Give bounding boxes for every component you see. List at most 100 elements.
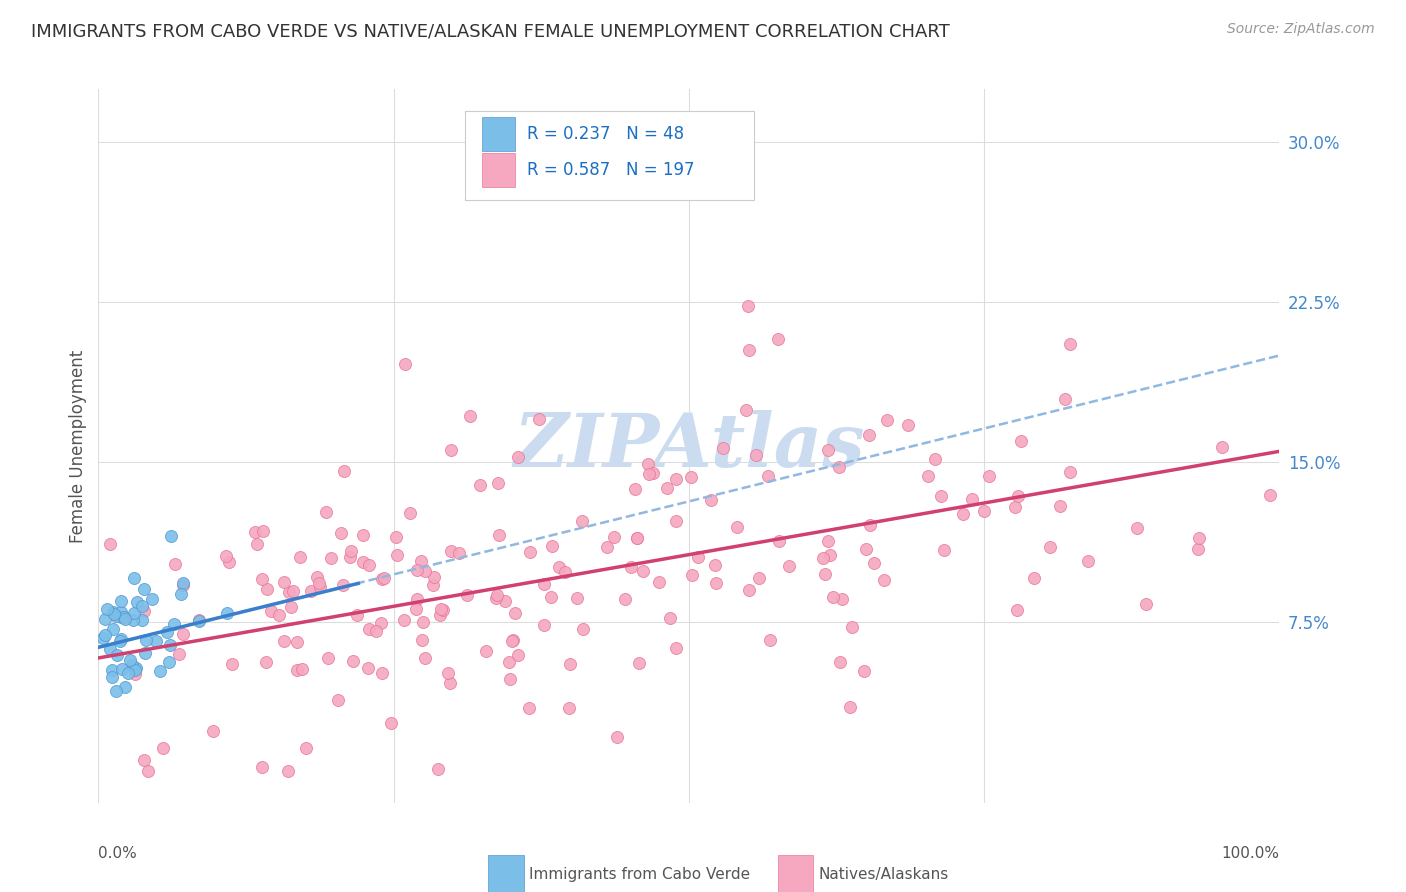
Point bbox=[1049, 499, 1071, 513]
Point bbox=[326, 692, 349, 706]
Point bbox=[817, 443, 839, 458]
Point bbox=[973, 504, 995, 518]
Point bbox=[118, 653, 141, 667]
Point bbox=[273, 575, 295, 590]
Point bbox=[623, 482, 645, 496]
Point bbox=[613, 591, 636, 606]
Point bbox=[156, 624, 179, 639]
Point bbox=[256, 582, 278, 596]
Point bbox=[277, 764, 299, 778]
Point bbox=[103, 607, 125, 621]
Text: IMMIGRANTS FROM CABO VERDE VS NATIVE/ALASKAN FEMALE UNEMPLOYMENT CORRELATION CHA: IMMIGRANTS FROM CABO VERDE VS NATIVE/ALA… bbox=[31, 22, 949, 40]
Point bbox=[686, 550, 709, 565]
Point bbox=[380, 716, 402, 731]
Point bbox=[606, 730, 628, 744]
Point bbox=[485, 591, 508, 605]
Point bbox=[1077, 554, 1099, 568]
Point bbox=[215, 549, 238, 563]
Point bbox=[432, 603, 454, 617]
Point bbox=[252, 524, 274, 538]
Point bbox=[540, 591, 562, 605]
Text: Natives/Alaskans: Natives/Alaskans bbox=[818, 867, 949, 881]
Point bbox=[628, 656, 651, 670]
Point bbox=[406, 592, 429, 607]
Point bbox=[665, 514, 688, 528]
Point bbox=[288, 550, 311, 565]
Point bbox=[872, 573, 894, 587]
Point bbox=[648, 574, 671, 589]
Bar bbox=[482, 153, 516, 187]
Point bbox=[759, 632, 782, 647]
Point bbox=[366, 624, 388, 639]
Point bbox=[838, 700, 860, 714]
Point bbox=[778, 559, 800, 574]
Point bbox=[357, 622, 380, 636]
Point bbox=[831, 591, 853, 606]
Point bbox=[101, 663, 124, 677]
Point bbox=[547, 560, 569, 574]
Point bbox=[385, 530, 408, 544]
Point bbox=[766, 332, 789, 346]
Point bbox=[1135, 597, 1157, 611]
Point bbox=[141, 591, 163, 606]
Point bbox=[319, 551, 342, 566]
Point bbox=[488, 528, 510, 542]
FancyBboxPatch shape bbox=[464, 111, 754, 200]
Point bbox=[215, 606, 238, 620]
Point bbox=[122, 572, 145, 586]
Point bbox=[841, 620, 863, 634]
Point bbox=[135, 633, 157, 648]
Point bbox=[273, 633, 295, 648]
Point bbox=[1188, 531, 1211, 545]
Point bbox=[110, 609, 132, 624]
Point bbox=[1039, 540, 1062, 554]
Point bbox=[811, 550, 834, 565]
Point bbox=[221, 657, 243, 672]
Point bbox=[876, 413, 898, 427]
Text: R = 0.237   N = 48: R = 0.237 N = 48 bbox=[527, 125, 685, 143]
Point bbox=[929, 489, 952, 503]
Point bbox=[557, 701, 579, 715]
Point bbox=[1053, 392, 1076, 407]
Point bbox=[371, 665, 394, 680]
Point bbox=[160, 529, 183, 543]
Point bbox=[626, 531, 648, 545]
Point bbox=[960, 492, 983, 507]
Point bbox=[340, 544, 363, 558]
Point bbox=[737, 343, 759, 357]
Point bbox=[98, 641, 121, 656]
Point bbox=[558, 657, 581, 671]
Point bbox=[1187, 541, 1209, 556]
Point bbox=[399, 506, 422, 520]
Point bbox=[346, 608, 368, 623]
Point bbox=[429, 607, 451, 622]
Point bbox=[124, 663, 146, 677]
Point bbox=[93, 631, 115, 645]
Point bbox=[423, 570, 446, 584]
Point bbox=[643, 467, 665, 481]
Point bbox=[430, 601, 453, 615]
Point bbox=[385, 549, 408, 563]
Point bbox=[1024, 571, 1046, 585]
Point bbox=[114, 681, 136, 695]
Point bbox=[373, 571, 395, 585]
Point bbox=[352, 528, 374, 542]
Point bbox=[246, 537, 269, 551]
Point bbox=[94, 612, 117, 626]
Point bbox=[818, 548, 841, 562]
Point bbox=[852, 664, 875, 678]
Text: 100.0%: 100.0% bbox=[1222, 846, 1279, 861]
Point bbox=[134, 753, 156, 767]
Point bbox=[309, 580, 332, 594]
Point bbox=[131, 613, 153, 627]
Point bbox=[748, 571, 770, 585]
Point bbox=[519, 545, 541, 559]
Point bbox=[572, 622, 595, 636]
Bar bbox=[482, 117, 516, 152]
Point bbox=[1059, 336, 1081, 351]
Point bbox=[172, 576, 194, 591]
Point bbox=[924, 452, 946, 467]
Point bbox=[603, 530, 626, 544]
Point bbox=[738, 583, 761, 598]
Point bbox=[828, 460, 851, 475]
